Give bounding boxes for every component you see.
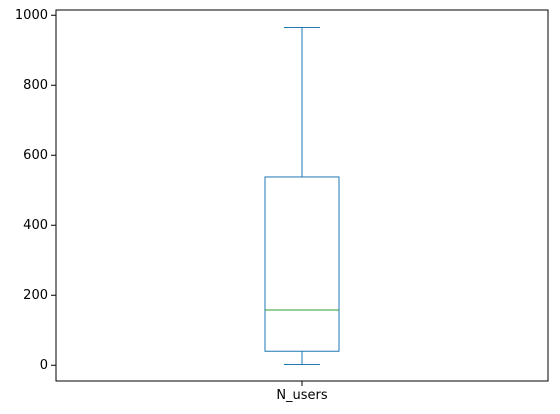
y-tick-label: 1000 <box>15 8 48 23</box>
y-tick-label: 800 <box>23 78 48 93</box>
y-tick-label: 600 <box>23 148 48 163</box>
y-tick-label: 400 <box>23 218 48 233</box>
y-tick-label: 200 <box>23 288 48 303</box>
y-tick-label: 0 <box>40 358 48 373</box>
iqr-box <box>264 176 340 352</box>
plot-area: 0 200 400 600 800 1000 N_users <box>15 8 549 403</box>
x-tick-label: N_users <box>276 388 328 403</box>
